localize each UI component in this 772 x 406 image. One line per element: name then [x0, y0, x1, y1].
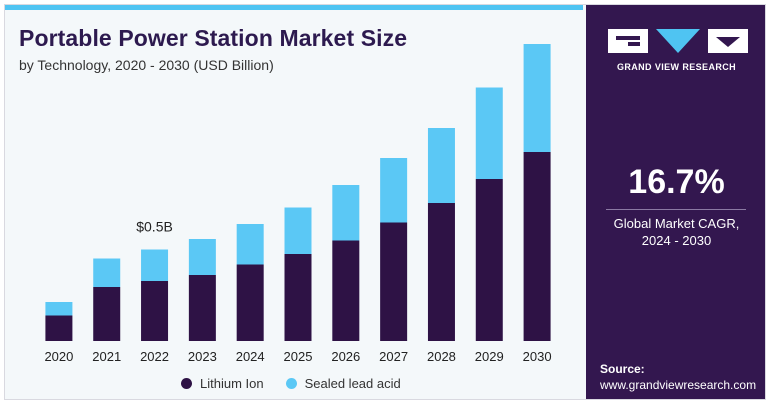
bar-lithium-ion-2029	[475, 179, 503, 341]
bar-lithium-ion-2022	[141, 281, 169, 341]
x-tick-label-2030: 2030	[523, 349, 552, 364]
bar-lithium-ion-2023	[188, 275, 216, 341]
bar-sealed-lead-acid-2024	[236, 224, 264, 265]
bar-sealed-lead-acid-2027	[380, 158, 408, 223]
bar-sealed-lead-acid-2026	[332, 185, 360, 241]
chart-title: Portable Power Station Market Size	[19, 25, 408, 51]
bar-lithium-ion-2020	[45, 315, 73, 341]
bar-lithium-ion-2021	[93, 287, 121, 341]
legend-item-sealed-lead-acid: Sealed lead acid	[285, 376, 401, 391]
infographic-card: Portable Power Station Market Size by Te…	[4, 4, 766, 400]
accent-bar	[5, 5, 583, 10]
cagr-label-line2: 2024 - 2030	[641, 233, 712, 248]
cagr-label: Global Market CAGR, 2024 - 2030	[586, 215, 765, 249]
bar-sealed-lead-acid-2029	[475, 87, 503, 179]
x-tick-label-2021: 2021	[92, 349, 121, 364]
x-tick-label-2028: 2028	[427, 349, 456, 364]
bar-sealed-lead-acid-2021	[93, 258, 121, 287]
bar-sealed-lead-acid-2025	[284, 207, 312, 254]
grand-view-research-logo	[608, 29, 748, 53]
brand-sidebar: GRAND VIEW RESEARCH 16.7% Global Market …	[586, 5, 765, 399]
chart-subtitle: by Technology, 2020 - 2030 (USD Billion)	[19, 57, 274, 73]
bar-sealed-lead-acid-2020	[45, 302, 73, 316]
x-tick-label-2020: 2020	[44, 349, 73, 364]
source-title: Source:	[600, 362, 645, 376]
x-tick-label-2025: 2025	[284, 349, 313, 364]
bar-sealed-lead-acid-2028	[427, 128, 455, 203]
x-tick-label-2029: 2029	[475, 349, 504, 364]
legend-label-sealed-lead-acid: Sealed lead acid	[304, 376, 401, 391]
bar-sealed-lead-acid-2023	[188, 239, 216, 275]
bar-lithium-ion-2030	[523, 152, 551, 341]
x-tick-label-2026: 2026	[331, 349, 360, 364]
cagr-label-line1: Global Market CAGR,	[613, 216, 740, 231]
annotation-2022: $0.5B	[136, 219, 173, 235]
legend-label-lithium-ion: Lithium Ion	[200, 376, 264, 391]
legend-item-lithium-ion: Lithium Ion	[181, 376, 264, 391]
x-tick-label-2027: 2027	[379, 349, 408, 364]
legend-swatch-lithium-ion	[181, 378, 192, 389]
cagr-value: 16.7%	[628, 163, 725, 201]
source-url[interactable]: www.grandviewresearch.com	[600, 378, 757, 392]
bar-lithium-ion-2028	[427, 203, 455, 341]
bar-sealed-lead-acid-2030	[523, 44, 551, 152]
cagr-divider	[606, 209, 746, 210]
brand-name: GRAND VIEW RESEARCH	[616, 62, 737, 72]
bar-sealed-lead-acid-2022	[141, 249, 169, 281]
x-tick-label-2022: 2022	[140, 349, 169, 364]
bar-lithium-ion-2025	[284, 254, 312, 341]
bar-lithium-ion-2024	[236, 264, 264, 341]
bar-lithium-ion-2027	[380, 222, 408, 341]
x-tick-label-2024: 2024	[236, 349, 265, 364]
stacked-bar-chart: 2020 2021 2022 $0.5B 2023 2024 2025 2026 2027 202…	[44, 44, 552, 364]
bar-lithium-ion-2026	[332, 240, 360, 341]
chart-legend: Lithium Ion Sealed lead acid	[181, 376, 423, 391]
x-tick-label-2023: 2023	[188, 349, 217, 364]
legend-swatch-sealed-lead-acid	[285, 378, 297, 389]
